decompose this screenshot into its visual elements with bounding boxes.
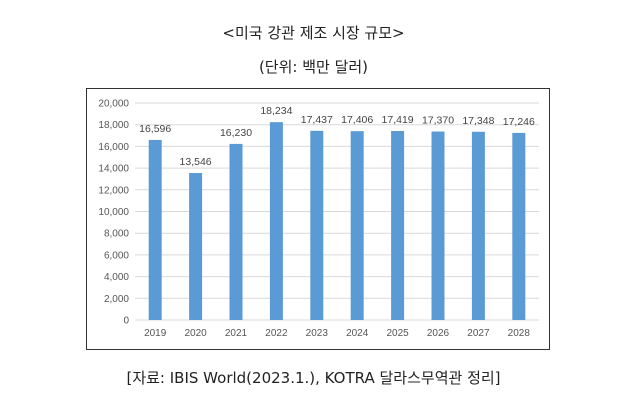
bar-2028 <box>512 132 526 320</box>
bar-2021 <box>229 143 243 320</box>
x-tick-label: 2028 <box>508 328 531 339</box>
data-label-2023: 17,437 <box>301 114 333 126</box>
bar-2022 <box>269 122 283 320</box>
data-label-2025: 17,419 <box>382 114 414 126</box>
x-tick-label: 2027 <box>467 328 490 339</box>
y-tick-label: 2,000 <box>104 294 129 305</box>
chart-title: <미국 강관 제조 시장 규모> <box>222 24 405 42</box>
bar-2024 <box>350 131 364 320</box>
bar-chart: 0 2,000 4,000 6,000 8,000 10,000 12,000 14,000 1… <box>86 88 550 350</box>
bar-2027 <box>471 131 485 320</box>
chart-unit-label: (단위: 백만 달러) <box>258 58 369 76</box>
y-tick-label: 14,000 <box>98 164 129 175</box>
source-note: [자료: IBIS World(2023.1.), KOTRA 달라스무역관 정… <box>126 369 501 387</box>
data-label-2019: 16,596 <box>139 123 171 135</box>
y-tick-label: 0 <box>123 316 129 327</box>
y-tick-label: 16,000 <box>98 142 129 153</box>
y-tick-label: 10,000 <box>98 207 129 218</box>
x-tick-label: 2019 <box>144 328 167 339</box>
y-tick-label: 6,000 <box>104 250 129 261</box>
bar-2019 <box>148 139 162 320</box>
y-tick-label: 12,000 <box>98 185 129 196</box>
y-tick-label: 18,000 <box>98 120 129 131</box>
bar-2025 <box>391 131 405 320</box>
y-tick-label: 20,000 <box>98 99 129 110</box>
x-tick-label: 2023 <box>306 328 329 339</box>
chart-svg: 0 2,000 4,000 6,000 8,000 10,000 12,000 14,000 1… <box>98 99 539 339</box>
y-tick-label: 4,000 <box>104 272 129 283</box>
data-label-2020: 13,546 <box>180 156 212 168</box>
data-label-2022: 18,234 <box>260 105 292 117</box>
x-tick-label: 2020 <box>184 328 207 339</box>
data-label-2026: 17,370 <box>422 115 454 127</box>
bar-2026 <box>431 131 445 320</box>
y-tick-label: 8,000 <box>104 229 129 240</box>
data-label-2024: 17,406 <box>341 114 373 126</box>
x-tick-label: 2024 <box>346 328 369 339</box>
data-label-2027: 17,348 <box>462 115 494 127</box>
x-tick-label: 2021 <box>225 328 248 339</box>
x-tick-label: 2026 <box>427 328 450 339</box>
x-tick-label: 2022 <box>265 328 288 339</box>
data-label-2028: 17,246 <box>503 116 535 128</box>
x-tick-label: 2025 <box>386 328 409 339</box>
bar-2023 <box>310 130 324 320</box>
data-label-2021: 16,230 <box>220 127 252 139</box>
bar-2020 <box>189 173 203 320</box>
